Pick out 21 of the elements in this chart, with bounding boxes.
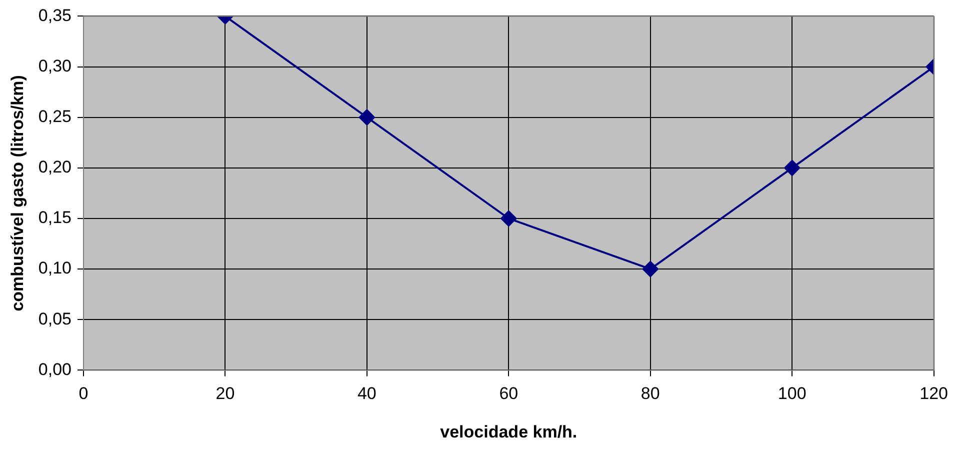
x-tick-label: 80 bbox=[640, 384, 660, 404]
y-tick-label: 0,05 bbox=[38, 309, 72, 328]
y-tick-label: 0,15 bbox=[38, 208, 72, 228]
x-tick-label: 60 bbox=[499, 384, 518, 404]
point bbox=[784, 160, 800, 176]
x-tick-label: 100 bbox=[778, 384, 806, 404]
y-tick-label: 0,00 bbox=[38, 360, 72, 379]
x-axis-title: velocidade km/h. bbox=[440, 422, 578, 442]
y-axis-title: combustível gasto (litros/km) bbox=[8, 75, 27, 312]
y-tick-label: 0,10 bbox=[38, 258, 72, 278]
x-tick-label: 120 bbox=[920, 384, 948, 404]
x-tick-label: 0 bbox=[78, 384, 88, 404]
x-tick-label: 40 bbox=[357, 384, 376, 404]
point bbox=[500, 210, 517, 226]
point bbox=[358, 109, 375, 126]
y-tick-label: 0,35 bbox=[38, 6, 72, 25]
x-tick-label: 20 bbox=[216, 384, 235, 404]
y-tick-label: 0,25 bbox=[38, 107, 72, 126]
y-tick-label: 0,20 bbox=[38, 158, 72, 177]
y-tick-label: 0,30 bbox=[38, 56, 72, 76]
point bbox=[642, 261, 658, 278]
